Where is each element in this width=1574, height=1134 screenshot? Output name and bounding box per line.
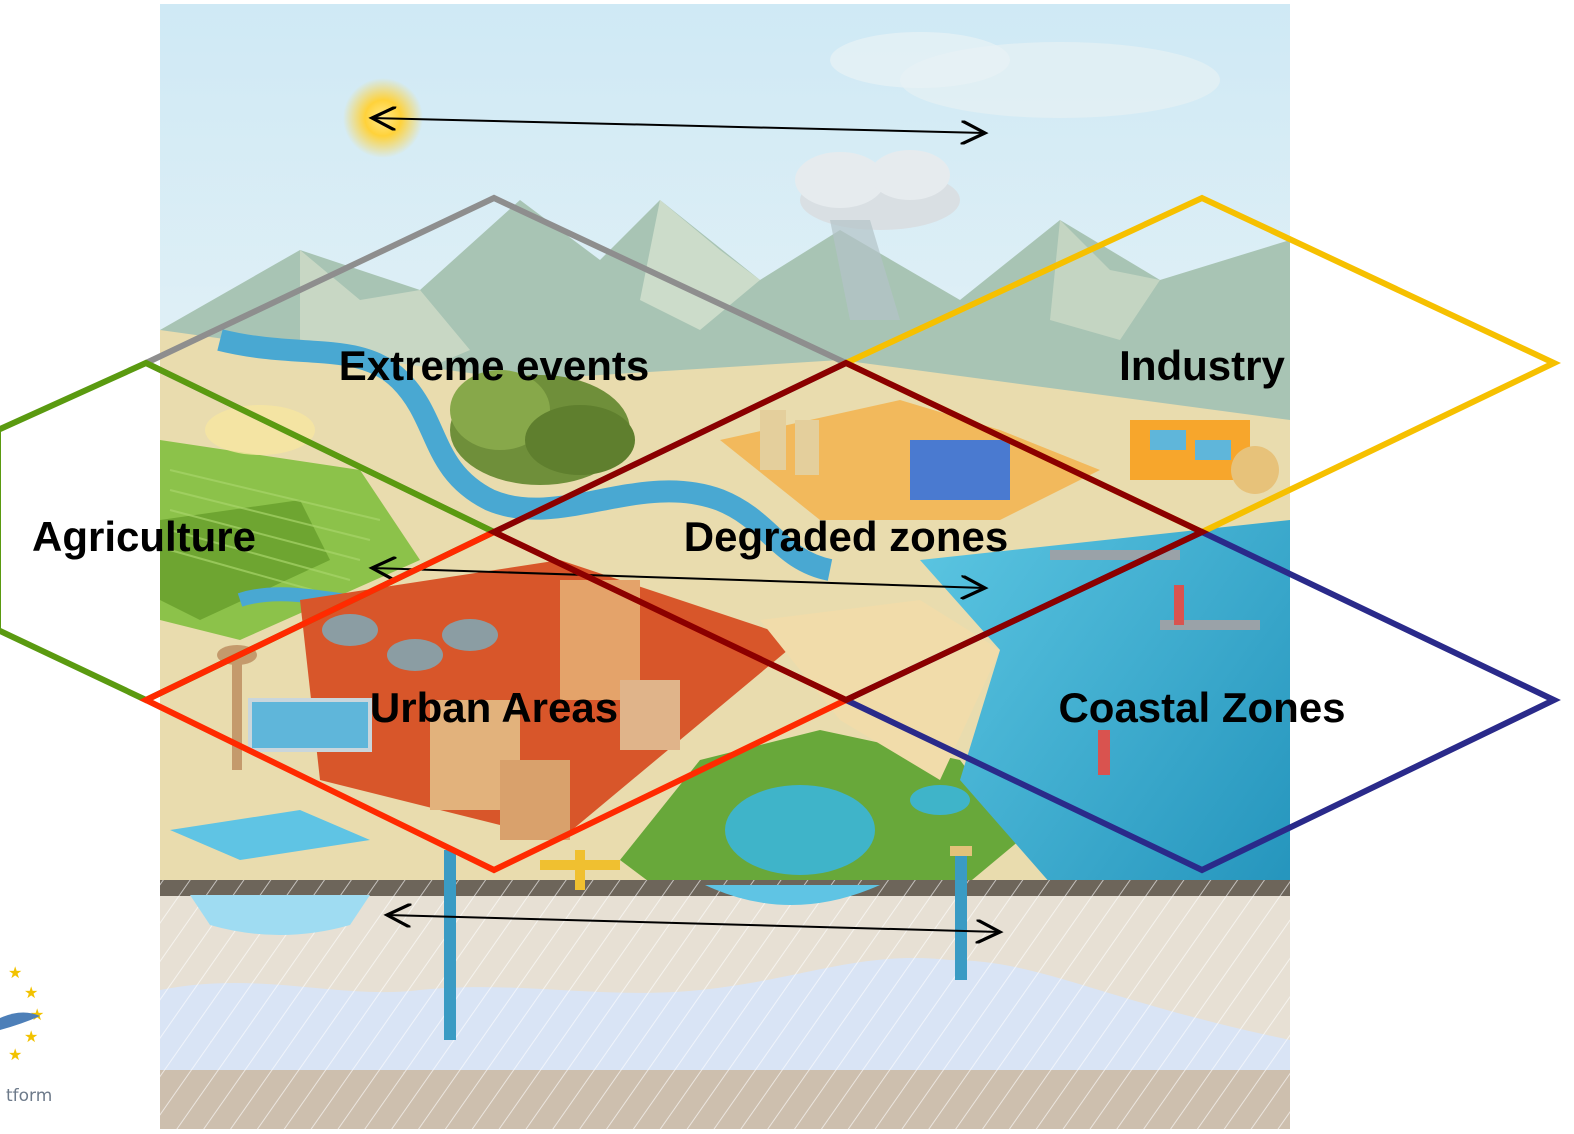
svg-text:★: ★ xyxy=(24,1027,38,1046)
background-scene xyxy=(160,4,1290,1129)
svg-text:★: ★ xyxy=(24,983,38,1002)
svg-text:★: ★ xyxy=(8,1045,22,1064)
groundwater-arrow xyxy=(387,915,1000,932)
surface-arrow xyxy=(372,568,985,588)
label-extreme-events: Extreme events xyxy=(338,342,650,389)
logo-swoosh-icon xyxy=(0,1012,40,1030)
diamond-degraded-zones xyxy=(487,359,1210,704)
eu-stars-logo-icon: ★ ★ ★ ★ ★ xyxy=(8,963,44,1064)
label-agriculture: Agriculture xyxy=(31,513,257,560)
sky-arrow xyxy=(372,118,985,133)
label-coastal-zones: Coastal Zones xyxy=(1058,684,1346,731)
label-degraded-zones: Degraded zones xyxy=(683,513,1009,560)
label-industry: Industry xyxy=(1119,342,1285,389)
svg-text:★: ★ xyxy=(30,1005,44,1024)
label-urban-areas: Urban Areas xyxy=(369,684,619,731)
svg-text:★: ★ xyxy=(8,963,22,982)
logo-partial-text: tform xyxy=(6,1086,53,1106)
